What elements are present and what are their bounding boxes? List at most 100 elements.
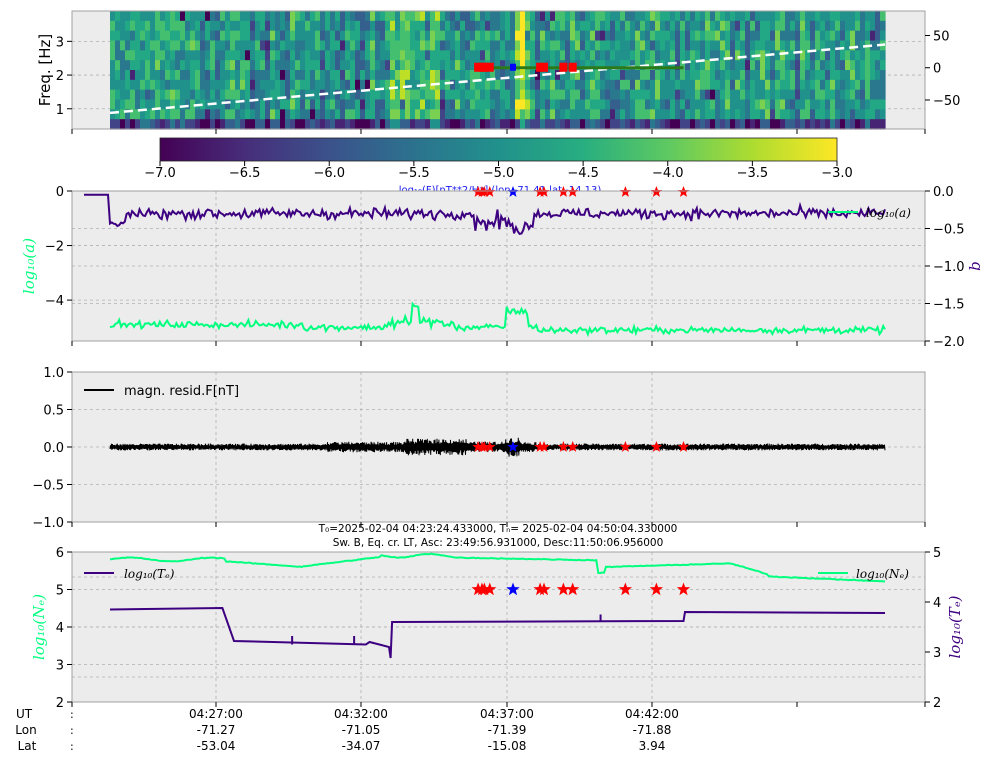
spectrogram-cell xyxy=(305,11,311,22)
spectrogram-cell xyxy=(520,30,526,42)
spectrogram-cell xyxy=(495,50,501,61)
spectrogram-cell xyxy=(260,11,266,22)
spectrogram-cell xyxy=(270,11,276,22)
spectrogram-cell xyxy=(130,99,136,110)
spectrogram-cell xyxy=(670,89,676,101)
spectrogram-cell xyxy=(385,60,391,71)
spectrogram-cell xyxy=(750,30,756,42)
spectrogram-cell xyxy=(145,50,151,61)
spectrogram-cell xyxy=(485,50,491,61)
spectrogram-cell xyxy=(345,89,351,101)
te-series-line xyxy=(109,606,886,659)
time-tick-ut-2: 04:37:00 xyxy=(480,707,534,721)
spectrogram-cell xyxy=(220,30,226,42)
spectrogram-cell xyxy=(515,50,521,61)
spectrogram-cell xyxy=(500,79,506,91)
spectrogram-cell xyxy=(460,20,466,32)
spectrogram-cell xyxy=(650,60,656,71)
spectrogram-cell xyxy=(345,70,351,81)
spectrogram-cell xyxy=(545,119,551,130)
spectrogram-cell xyxy=(220,20,226,32)
ne-legend-label: log₁₀(Nₑ) xyxy=(856,567,909,581)
spectrogram-cell xyxy=(215,20,221,32)
spectrogram-cell xyxy=(835,60,841,71)
alpha-series-line xyxy=(109,301,886,338)
spectrogram-cell xyxy=(805,60,811,71)
spectrogram-cell xyxy=(550,70,556,81)
spectrogram-cell xyxy=(430,119,436,130)
te-legend-label: log₁₀(Tₑ) xyxy=(124,567,175,581)
spectrogram-cell xyxy=(225,70,231,81)
spectrogram-cell xyxy=(685,89,691,101)
spectrogram-cell xyxy=(265,99,271,110)
spectrogram-cell xyxy=(835,109,841,120)
spectrogram-cell xyxy=(475,50,481,61)
spectrogram-cell xyxy=(140,79,146,91)
spectrogram-cell xyxy=(640,30,646,42)
spectrogram-cell xyxy=(290,79,296,91)
spectrogram-cell xyxy=(825,99,831,110)
spectrogram-cell xyxy=(630,11,636,22)
spectrogram-cell xyxy=(255,119,261,130)
spectrogram-cell xyxy=(350,119,356,130)
spectrogram-cell xyxy=(805,79,811,91)
spectrogram-cell xyxy=(535,79,541,91)
spectrogram-cell xyxy=(440,60,446,71)
spectrogram-cell xyxy=(330,79,336,91)
spectrogram-cell xyxy=(235,89,241,101)
spectrogram-cell xyxy=(245,79,251,91)
spectrogram-cell xyxy=(820,109,826,120)
spectrogram-cell xyxy=(805,20,811,32)
spectrogram-cell xyxy=(455,109,461,120)
spectrogram-cell xyxy=(255,60,261,71)
spectrogram-cell xyxy=(500,119,506,130)
ne-te-title-line1: T₀=2025-02-04 04:23:24.433000, Tₙ= 2025-… xyxy=(318,523,678,535)
spectrogram-cell xyxy=(565,99,571,110)
spectrogram-cell xyxy=(655,119,661,130)
spectrogram-cell xyxy=(620,79,626,91)
spectrogram-cell xyxy=(150,11,156,22)
spectrogram-cell xyxy=(180,89,186,101)
spectrogram-cell xyxy=(760,119,766,130)
spectrogram-cell xyxy=(565,40,571,51)
spectrogram-cell xyxy=(725,89,731,101)
spectrogram-cell xyxy=(115,30,121,42)
spectrogram-cell xyxy=(560,11,566,22)
spectrogram-cell xyxy=(340,99,346,110)
spectrogram-cell xyxy=(850,99,856,110)
spectrogram-cell xyxy=(590,119,596,130)
spectrogram-cell xyxy=(725,79,731,91)
spectrogram-cell xyxy=(650,109,656,120)
spectrogram-cell xyxy=(265,11,271,22)
spectrogram-cell xyxy=(395,89,401,101)
spectrogram-cell xyxy=(695,119,701,130)
spectrogram-cell xyxy=(600,89,606,101)
spectrogram-cell xyxy=(275,60,281,71)
spectrogram-cell xyxy=(300,20,306,32)
spectrogram-cell xyxy=(400,79,406,91)
spectrogram-cell xyxy=(825,50,831,61)
spectrogram-cell xyxy=(705,50,711,61)
spectrogram-cell xyxy=(125,109,131,120)
spectrogram-cell xyxy=(680,11,686,22)
spectrogram-cell xyxy=(590,20,596,32)
spectrogram-cell xyxy=(800,109,806,120)
spectrogram-cell xyxy=(320,79,326,91)
spectrogram-cell xyxy=(860,79,866,91)
spectrogram-cell xyxy=(695,11,701,22)
spectrogram-cell xyxy=(730,99,736,110)
spectrogram-cell xyxy=(140,109,146,120)
spectrogram-cell xyxy=(635,79,641,91)
spectrogram-cell xyxy=(530,11,536,22)
spectrogram-cell xyxy=(405,119,411,130)
spectrogram-cell xyxy=(395,11,401,22)
ne-ytick-label-0: 6 xyxy=(56,546,64,561)
spectrogram-event-marker-blue xyxy=(510,63,516,71)
spectrogram-cell xyxy=(510,11,516,22)
spectrogram-cell xyxy=(635,99,641,110)
spectrogram-cell xyxy=(330,119,336,130)
spectrogram-cell xyxy=(635,109,641,120)
spectrogram-cell xyxy=(785,60,791,71)
spectrogram-cell xyxy=(375,30,381,42)
spectrogram-cell xyxy=(555,50,561,61)
